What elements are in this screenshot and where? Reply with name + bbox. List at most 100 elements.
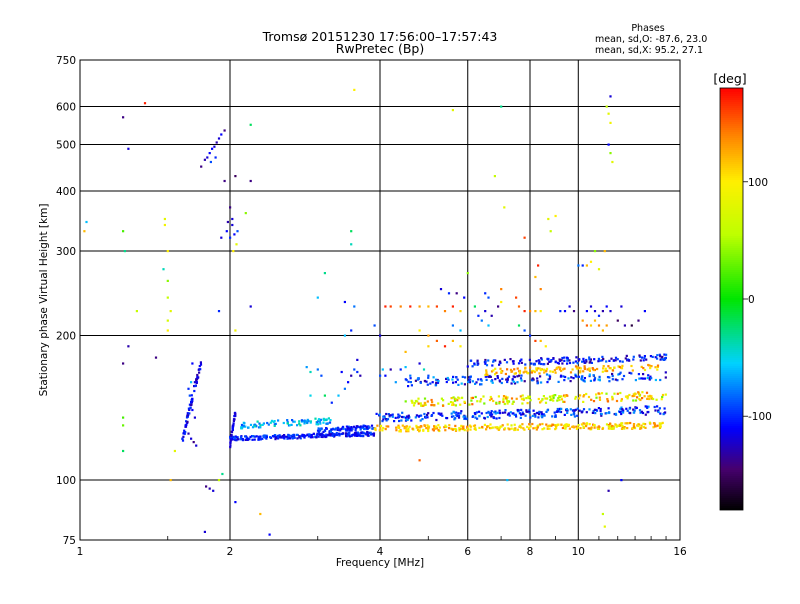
data-point [572,310,576,313]
data-point [127,345,130,348]
data-point [563,395,566,398]
data-point [593,376,597,379]
data-point [558,398,561,402]
data-point [422,429,425,432]
data-point [453,418,456,421]
data-point [476,417,479,420]
data-point [536,367,540,370]
data-point [566,358,569,361]
data-point [425,427,428,430]
data-point [654,409,657,412]
data-point [122,416,125,419]
data-point [620,399,623,402]
data-point [578,397,581,400]
data-point [381,420,384,423]
data-point [599,409,602,413]
data-point [504,372,507,376]
data-point [229,206,232,209]
data-point [575,425,578,428]
data-point [600,413,603,416]
data-point [122,116,125,119]
data-point [611,378,614,381]
colorbar-band [720,412,743,414]
data-point [659,378,662,382]
data-point [293,435,296,438]
data-point [340,427,343,431]
data-point [258,422,261,425]
data-point [468,403,471,406]
data-point [663,353,666,356]
data-point [269,421,272,424]
data-point [563,400,566,403]
data-point [513,372,516,375]
data-point [426,383,429,386]
data-point [256,420,259,423]
data-point [519,377,523,380]
data-point [251,426,255,429]
data-point [546,362,549,365]
data-point [415,414,418,417]
data-point [500,370,503,373]
data-point [510,382,513,385]
data-point [503,358,506,361]
data-point [286,437,289,440]
data-point [366,434,369,437]
colorbar-band [720,290,743,292]
data-point [483,417,486,420]
y-tick-label: 100 [56,475,76,487]
data-point [249,435,252,438]
data-point [309,436,312,439]
data-point [83,230,86,233]
data-point [401,411,404,414]
colorbar-tick-label: -100 [748,411,772,423]
data-point [274,436,278,439]
data-point [208,487,211,490]
colorbar-band [720,464,743,466]
data-point [537,264,540,267]
colorbar-band [720,106,743,108]
data-point [641,391,644,394]
data-point [491,426,494,429]
data-point [625,395,628,398]
data-point [398,430,401,433]
data-point [560,369,563,372]
data-point [379,334,382,337]
data-point [539,375,542,378]
data-point [629,412,632,415]
data-point [506,479,509,482]
data-point [230,430,233,433]
data-point [585,310,588,313]
colorbar-band [720,502,743,504]
data-point [122,424,125,427]
data-point [518,374,521,377]
data-point [457,416,461,419]
data-point [654,366,657,369]
data-point [659,425,662,428]
data-point [585,360,588,363]
data-point [644,413,647,416]
data-point [568,361,572,365]
data-point [494,426,497,429]
data-point [419,402,422,405]
data-point [288,437,291,440]
data-point [512,375,515,378]
data-point [528,395,531,398]
data-point [626,358,629,361]
data-point [382,418,385,421]
data-point [211,147,214,150]
data-point [605,392,608,395]
data-point [265,435,268,438]
data-point [329,419,332,422]
data-point [478,410,481,413]
data-point [598,378,601,381]
data-point [520,361,523,364]
data-point [456,378,459,381]
data-point [513,382,517,385]
colorbar-band [720,146,743,148]
colorbar-band [720,102,743,104]
colorbar-tick-label: 0 [748,294,755,306]
data-point [549,370,552,373]
data-point [539,310,542,313]
data-point [316,429,320,432]
data-point [448,427,451,430]
